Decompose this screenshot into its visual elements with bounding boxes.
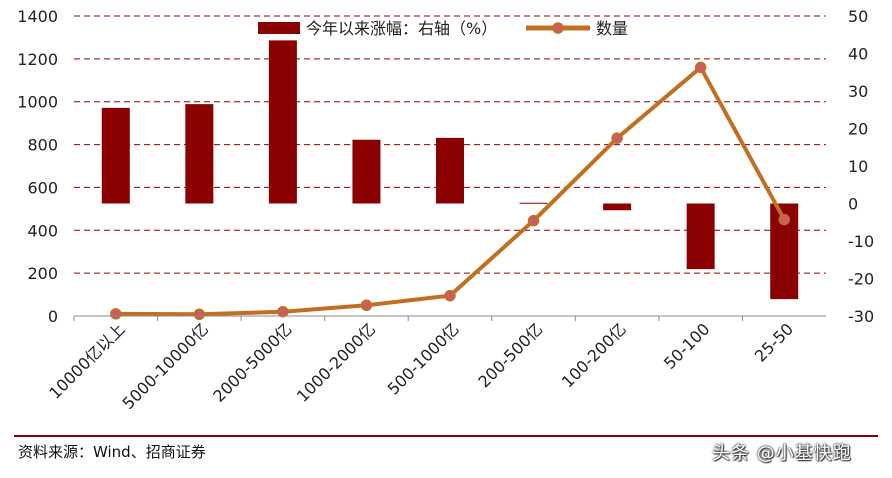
bar — [519, 202, 548, 204]
x-tick-label: 2000-5000亿 — [209, 319, 295, 405]
left-tick-label: 1200 — [17, 50, 58, 69]
left-tick-label: 0 — [48, 307, 58, 326]
line-point — [611, 132, 623, 144]
right-tick-label: 0 — [848, 195, 858, 214]
right-tick-label: 30 — [848, 82, 868, 101]
bar — [185, 104, 214, 204]
source-note: 资料来源：Wind、招商证券 — [18, 443, 206, 461]
right-tick-label: 50 — [848, 7, 868, 26]
line-point — [193, 308, 206, 321]
left-tick-label: 800 — [27, 136, 58, 155]
right-tick-label: 20 — [848, 120, 868, 139]
legend-bar-swatch — [258, 22, 300, 34]
line-point — [360, 299, 373, 312]
line-point — [694, 61, 707, 74]
line-layer — [110, 61, 790, 321]
x-tick-label: 1000-2000亿 — [293, 319, 379, 405]
x-tick-label: 500-1000亿 — [384, 319, 463, 398]
bar — [268, 40, 297, 204]
legend: 今年以来涨幅：右轴（%） 数量 — [258, 19, 628, 38]
line-point — [778, 213, 790, 226]
right-tick-label: 10 — [848, 157, 868, 176]
right-tick-label: -10 — [848, 232, 874, 251]
legend-bar-label: 今年以来涨幅：右轴（%） — [306, 19, 497, 38]
watermark: 头条 @小基快跑 — [712, 443, 852, 464]
x-tick-label: 50-100 — [660, 319, 714, 373]
bar — [436, 137, 464, 204]
axis-layer: 0 200 400 600 800 1000 1200 1400 -30 -20 -10 0 10 20 3… — [17, 7, 874, 413]
x-tick-label: 10000亿以上 — [45, 319, 128, 402]
left-tick-label: 600 — [27, 178, 58, 197]
right-tick-label: 40 — [848, 45, 868, 64]
line-point — [527, 214, 540, 227]
bars-layer — [101, 40, 799, 300]
bar — [101, 107, 130, 204]
x-tick-label: 5000-10000亿 — [119, 319, 213, 413]
legend-line-label: 数量 — [596, 19, 628, 38]
bar — [686, 203, 715, 270]
line-point — [444, 289, 456, 302]
right-tick-label: -30 — [848, 307, 874, 326]
bar — [352, 139, 381, 204]
x-tick-label: 200-500亿 — [474, 319, 546, 391]
left-tick-label: 1400 — [17, 7, 58, 26]
line-point — [110, 308, 122, 320]
x-tick-label: 25-50 — [751, 319, 797, 365]
right-tick-label: -20 — [848, 270, 874, 289]
line-point — [277, 305, 289, 318]
bar — [603, 203, 632, 211]
left-tick-label: 200 — [27, 264, 58, 283]
legend-line-marker — [552, 22, 564, 34]
left-tick-label: 400 — [27, 221, 58, 240]
x-tick-label: 100-200亿 — [558, 319, 630, 391]
left-tick-label: 1000 — [17, 93, 58, 112]
